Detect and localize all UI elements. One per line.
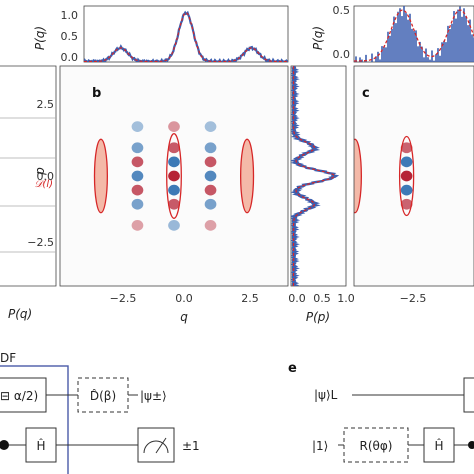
- interference-blob-0-3: [131, 170, 144, 182]
- interference-blob-1-4: [168, 156, 180, 168]
- interference-blob-2-4: [204, 156, 217, 168]
- df-label: DF: [0, 351, 16, 365]
- input-state-bottom: |1⟩: [312, 439, 328, 453]
- interference-blob-c-3: [400, 156, 413, 168]
- tick-Pq-0: 0.0: [61, 51, 79, 64]
- x-axis-label-q: q: [180, 310, 188, 324]
- tick-p-0: 0.0: [37, 170, 55, 183]
- measurement-box: [137, 427, 175, 463]
- interference-blob-0-2: [131, 184, 144, 196]
- series-theory-Pq-c: [354, 9, 474, 62]
- interference-blob-0-1: [131, 198, 144, 210]
- tick-q-0: 0.0: [175, 292, 193, 305]
- panel-label-e: e: [288, 361, 297, 376]
- interference-blob-1-6: [168, 121, 180, 132]
- gate-hadamard-e: [423, 427, 455, 463]
- interference-blob-c-2: [400, 170, 413, 182]
- interference-blob-2-6: [204, 121, 217, 132]
- interference-blob-1-1: [168, 198, 180, 210]
- tick-Pq-1: 1.0: [61, 9, 79, 22]
- control-dot-e: [468, 441, 474, 449]
- tick-p-2.5: 2.5: [37, 98, 55, 111]
- interference-blob-1-5: [168, 142, 180, 154]
- series-theory-Pq: [84, 12, 288, 62]
- output-state-label: |ψ±⟩: [140, 389, 167, 403]
- interference-blob-1-2: [168, 184, 180, 196]
- gaussian-peak-c: [354, 138, 363, 214]
- center-contour: [166, 133, 182, 219]
- tick-Pp-1: 1.0: [337, 292, 355, 305]
- gate-partial-top: [463, 377, 474, 413]
- gate-alpha-label: ⊟ α/2): [0, 389, 38, 403]
- side-marginal-Pp: 0.0 0.5 1.0 P(p): [288, 65, 355, 324]
- series-theory-Pp: [292, 66, 336, 286]
- interference-blob-1-0: [168, 220, 180, 231]
- top-marginal-b: 1.0 0.5 0.0 P(q): [33, 5, 289, 64]
- center-contour-c: [398, 135, 415, 217]
- tick-q-neg2.5: −2.5: [110, 292, 137, 305]
- input-state-top: |ψ⟩L: [314, 388, 338, 402]
- interference-blob-2-5: [204, 142, 217, 154]
- interference-blob-0-5: [131, 142, 144, 154]
- gate-displacement-label: D̂(β): [90, 389, 116, 403]
- measurement-result: ±1: [182, 439, 200, 453]
- circuit-panel-e: e |ψ⟩L |1⟩ R(θφ) Ĥ: [288, 361, 474, 463]
- interference-blob-2-0: [204, 220, 217, 231]
- gate-hadamard-d-label: Ĥ: [36, 438, 45, 453]
- interference-blob-0-6: [131, 121, 144, 132]
- wigner-panel-b: b 2.5 0.0 −2.5 p −2.5 0.0 2.5 q: [27, 65, 289, 324]
- tick-Pp-0.5: 0.5: [313, 292, 331, 305]
- left-fragment-panel: 𝒟(l) P(q): [0, 65, 57, 321]
- tick-p-neg2.5: −2.5: [27, 236, 54, 249]
- wigner-panel-c: c −2.5: [353, 65, 474, 305]
- interference-blob-2-2: [204, 184, 217, 196]
- tick-Pq-c-0: 0.0: [333, 48, 351, 61]
- gate-hadamard-e-label: Ĥ: [434, 438, 443, 453]
- gate-alpha: [0, 377, 47, 413]
- gaussian-peak-1: [239, 138, 255, 214]
- y-axis-label-Pq: P(q): [33, 26, 47, 50]
- tick-Pq-c-0.5: 0.5: [333, 4, 351, 17]
- y-axis-label-Pq-c: P(q): [311, 26, 325, 50]
- interference-blob-c-4: [400, 142, 413, 154]
- interference-blob-0-4: [131, 156, 144, 168]
- interference-blob-0-0: [131, 220, 144, 231]
- gate-hadamard-d: [25, 427, 57, 463]
- interference-blob-c-0: [400, 198, 413, 210]
- gate-rotation-label: R(θφ): [360, 439, 393, 453]
- panel-label-c: c: [362, 86, 370, 101]
- meter-icon: [143, 440, 169, 454]
- interference-blob-2-1: [204, 198, 217, 210]
- gate-displacement: [77, 377, 129, 413]
- top-marginal-c: 0.5 0.0 P(q): [311, 4, 474, 63]
- tick-q-2.5: 2.5: [241, 292, 259, 305]
- gate-rotation: [343, 427, 409, 463]
- interference-blob-c-1: [400, 184, 413, 196]
- tick-q-c-neg2.5: −2.5: [400, 292, 427, 305]
- tick-Pp-0: 0.0: [288, 292, 306, 305]
- circuit-frame: [0, 365, 69, 474]
- fragment-label: 𝒟(l): [34, 179, 53, 190]
- y-axis-label-p: p: [33, 167, 47, 176]
- circuit-panel-d: DF ⊟ α/2) D̂(β) |ψ±⟩ Ĥ ±1: [0, 351, 200, 474]
- control-dot: [0, 440, 9, 450]
- interference-blob-2-3: [204, 170, 217, 182]
- tick-Pq-0.5: 0.5: [61, 30, 79, 43]
- x-axis-label-Pp: P(p): [306, 310, 330, 324]
- left-axis-label-Pq: P(q): [8, 307, 32, 321]
- gaussian-peak-0: [93, 138, 109, 214]
- panel-label-b: b: [92, 86, 101, 101]
- interference-blob-1-3: [168, 170, 180, 182]
